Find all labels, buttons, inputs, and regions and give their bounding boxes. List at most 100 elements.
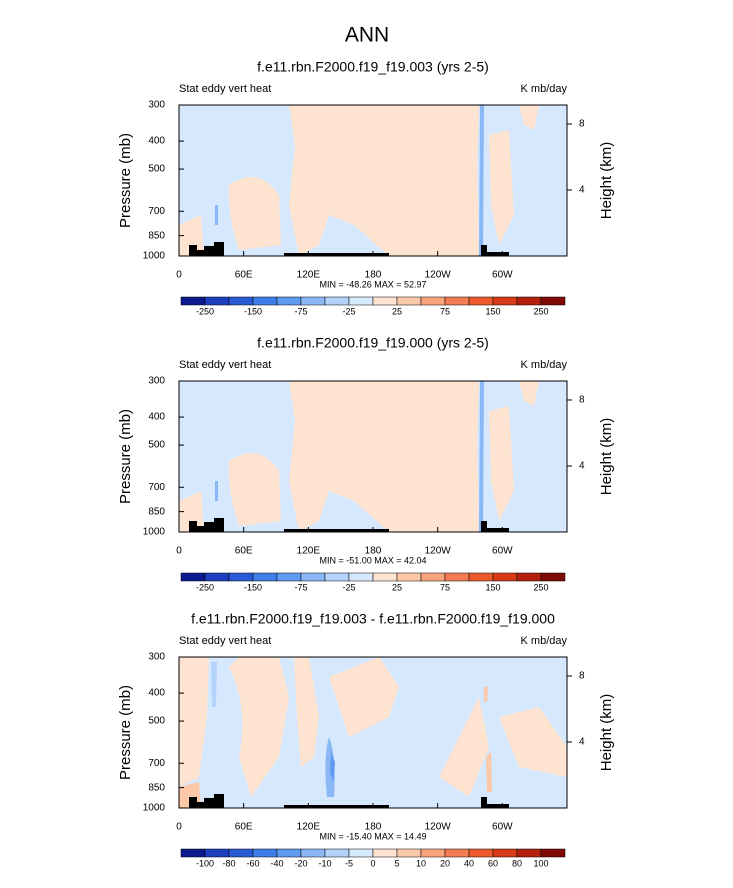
colorbar-box bbox=[396, 848, 422, 858]
colorbar-box bbox=[516, 572, 542, 582]
contour-field bbox=[179, 657, 567, 808]
colorbar-box bbox=[444, 296, 470, 306]
colorbar-box bbox=[324, 296, 350, 306]
y2-tick-label: 4 bbox=[579, 737, 585, 748]
colorbar-label: 5 bbox=[394, 858, 399, 868]
colorbar-label: -75 bbox=[294, 582, 307, 592]
colorbar-label: -40 bbox=[270, 858, 283, 868]
colorbar-box bbox=[444, 848, 470, 858]
y-tick-label: 700 bbox=[148, 206, 165, 217]
x-tick-label: 60W bbox=[492, 270, 513, 281]
colorbar-box bbox=[516, 296, 542, 306]
x-tick-label: 60W bbox=[492, 822, 513, 833]
min-max-stats: MIN = -15.40 MAX = 14.49 bbox=[319, 831, 426, 841]
colorbar-box bbox=[324, 572, 350, 582]
left-label: Stat eddy vert heat bbox=[179, 83, 271, 95]
colorbar-label: 10 bbox=[416, 858, 426, 868]
colorbar-label: 25 bbox=[392, 582, 402, 592]
y2-tick-label: 4 bbox=[579, 185, 585, 196]
y-tick-label: 500 bbox=[148, 164, 165, 175]
left-label: Stat eddy vert heat bbox=[179, 359, 271, 371]
y-axis-label: Pressure (mb) bbox=[117, 133, 134, 228]
colorbar-box bbox=[252, 848, 278, 858]
colorbar-box bbox=[540, 296, 566, 306]
colorbar-box bbox=[492, 848, 518, 858]
x-tick-label: 120E bbox=[297, 822, 321, 833]
colorbar-label: 80 bbox=[512, 858, 522, 868]
y2-tick-label: 8 bbox=[579, 395, 585, 406]
colorbar-label: -75 bbox=[294, 306, 307, 316]
colorbar-box bbox=[180, 572, 206, 582]
colorbar-box bbox=[420, 296, 446, 306]
y2-axis-label: Height (km) bbox=[598, 418, 615, 496]
y2-tick-label: 4 bbox=[579, 461, 585, 472]
x-tick-label: 180 bbox=[365, 546, 382, 557]
colorbar-label: 40 bbox=[464, 858, 474, 868]
colorbar-box bbox=[204, 296, 230, 306]
y-tick-label: 400 bbox=[148, 136, 165, 147]
colorbar-box bbox=[396, 296, 422, 306]
colorbar-label: -150 bbox=[244, 306, 262, 316]
colorbar-box bbox=[468, 296, 494, 306]
x-tick-label: 120W bbox=[425, 546, 452, 557]
colorbar-box bbox=[372, 848, 398, 858]
colorbar-label: -25 bbox=[342, 582, 355, 592]
y-tick-label: 500 bbox=[148, 440, 165, 451]
colorbar-box bbox=[348, 296, 374, 306]
x-tick-label: 120W bbox=[425, 270, 452, 281]
left-label: Stat eddy vert heat bbox=[179, 635, 271, 647]
y-tick-label: 1000 bbox=[143, 803, 166, 814]
colorbar-label: 150 bbox=[485, 306, 500, 316]
x-tick-label: 120W bbox=[425, 822, 452, 833]
y-tick-label: 700 bbox=[148, 482, 165, 493]
y-axis-label: Pressure (mb) bbox=[117, 685, 134, 780]
colorbar-box bbox=[324, 848, 350, 858]
colorbar-box bbox=[468, 572, 494, 582]
colorbar-label: -25 bbox=[342, 306, 355, 316]
y-tick-label: 400 bbox=[148, 688, 165, 699]
y-tick-label: 400 bbox=[148, 412, 165, 423]
y-tick-label: 500 bbox=[148, 716, 165, 727]
colorbar-label: 75 bbox=[440, 582, 450, 592]
colorbar-box bbox=[204, 848, 230, 858]
colorbar-box bbox=[492, 296, 518, 306]
colorbar-box bbox=[180, 848, 206, 858]
colorbar-box bbox=[540, 572, 566, 582]
panel-title: f.e11.rbn.F2000.f19_f19.003 - f.e11.rbn.… bbox=[191, 611, 555, 627]
colorbar-box bbox=[204, 572, 230, 582]
panel-title: f.e11.rbn.F2000.f19_f19.003 (yrs 2-5) bbox=[257, 59, 489, 75]
right-label: K mb/day bbox=[521, 635, 568, 647]
colorbar-label: 60 bbox=[488, 858, 498, 868]
colorbar-box bbox=[492, 572, 518, 582]
min-max-stats: MIN = -48.26 MAX = 52.97 bbox=[319, 279, 426, 289]
colorbar-label: -20 bbox=[294, 858, 307, 868]
y2-tick-label: 8 bbox=[579, 119, 585, 130]
colorbar-box bbox=[228, 848, 254, 858]
colorbar-label: 250 bbox=[533, 306, 548, 316]
colorbar-box bbox=[300, 296, 326, 306]
x-tick-label: 60E bbox=[235, 822, 253, 833]
colorbar-label: -250 bbox=[196, 582, 214, 592]
colorbar-box bbox=[228, 296, 254, 306]
x-tick-label: 0 bbox=[176, 546, 182, 557]
contour-field bbox=[179, 105, 567, 256]
colorbar-box bbox=[516, 848, 542, 858]
x-tick-label: 0 bbox=[176, 822, 182, 833]
x-tick-label: 180 bbox=[365, 822, 382, 833]
y2-axis-label: Height (km) bbox=[598, 142, 615, 220]
colorbar-box bbox=[348, 572, 374, 582]
colorbar-box bbox=[420, 572, 446, 582]
contour-field bbox=[179, 381, 567, 532]
colorbar-label: -100 bbox=[196, 858, 214, 868]
colorbar-box bbox=[276, 848, 302, 858]
y-axis-label: Pressure (mb) bbox=[117, 409, 134, 504]
colorbar-label: -250 bbox=[196, 306, 214, 316]
colorbar-label: -10 bbox=[318, 858, 331, 868]
x-tick-label: 0 bbox=[176, 270, 182, 281]
colorbar-label: 100 bbox=[533, 858, 548, 868]
y-tick-label: 850 bbox=[148, 230, 165, 241]
y2-tick-label: 8 bbox=[579, 671, 585, 682]
colorbar-label: 75 bbox=[440, 306, 450, 316]
x-tick-label: 180 bbox=[365, 270, 382, 281]
